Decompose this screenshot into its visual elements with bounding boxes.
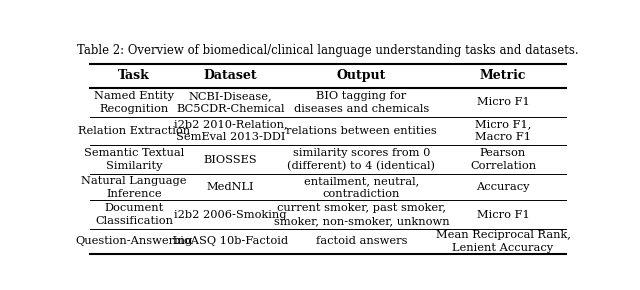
Text: Question-Answering: Question-Answering bbox=[76, 236, 193, 246]
Text: Pearson
Correlation: Pearson Correlation bbox=[470, 148, 536, 171]
Text: Output: Output bbox=[337, 69, 386, 82]
Text: Relation Extraction: Relation Extraction bbox=[78, 126, 190, 136]
Text: Metric: Metric bbox=[480, 69, 526, 82]
Text: current smoker, past smoker,
smoker, non-smoker, unknown: current smoker, past smoker, smoker, non… bbox=[273, 203, 449, 226]
Text: i2b2 2010-Relation,
SemEval 2013-DDI: i2b2 2010-Relation, SemEval 2013-DDI bbox=[173, 119, 287, 142]
Text: Document
Classification: Document Classification bbox=[95, 203, 173, 226]
Text: bioASQ 10b-Factoid: bioASQ 10b-Factoid bbox=[173, 236, 288, 246]
Text: Natural Language
Inference: Natural Language Inference bbox=[81, 176, 187, 199]
Text: entailment, neutral,
contradiction: entailment, neutral, contradiction bbox=[304, 176, 419, 199]
Text: Task: Task bbox=[118, 69, 150, 82]
Text: Accuracy: Accuracy bbox=[476, 182, 530, 192]
Text: Semantic Textual
Similarity: Semantic Textual Similarity bbox=[84, 148, 184, 171]
Text: BIO tagging for
diseases and chemicals: BIO tagging for diseases and chemicals bbox=[294, 91, 429, 114]
Text: Micro F1: Micro F1 bbox=[477, 97, 529, 107]
Text: Micro F1,
Macro F1: Micro F1, Macro F1 bbox=[475, 119, 531, 142]
Text: Named Entity
Recognition: Named Entity Recognition bbox=[94, 91, 174, 114]
Text: similarity scores from 0
(different) to 4 (identical): similarity scores from 0 (different) to … bbox=[287, 148, 435, 171]
Text: Table 2: Overview of biomedical/clinical language understanding tasks and datase: Table 2: Overview of biomedical/clinical… bbox=[77, 44, 579, 57]
Text: NCBI-Disease,
BC5CDR-Chemical: NCBI-Disease, BC5CDR-Chemical bbox=[176, 91, 285, 114]
Text: Micro F1: Micro F1 bbox=[477, 210, 529, 220]
Text: MedNLI: MedNLI bbox=[207, 182, 254, 192]
Text: factoid answers: factoid answers bbox=[316, 236, 407, 246]
Text: Dataset: Dataset bbox=[204, 69, 257, 82]
Text: i2b2 2006-Smoking: i2b2 2006-Smoking bbox=[174, 210, 287, 220]
Text: relations between entities: relations between entities bbox=[286, 126, 436, 136]
Text: BIOSSES: BIOSSES bbox=[204, 155, 257, 165]
Text: Mean Reciprocal Rank,
Lenient Accuracy: Mean Reciprocal Rank, Lenient Accuracy bbox=[436, 230, 570, 253]
